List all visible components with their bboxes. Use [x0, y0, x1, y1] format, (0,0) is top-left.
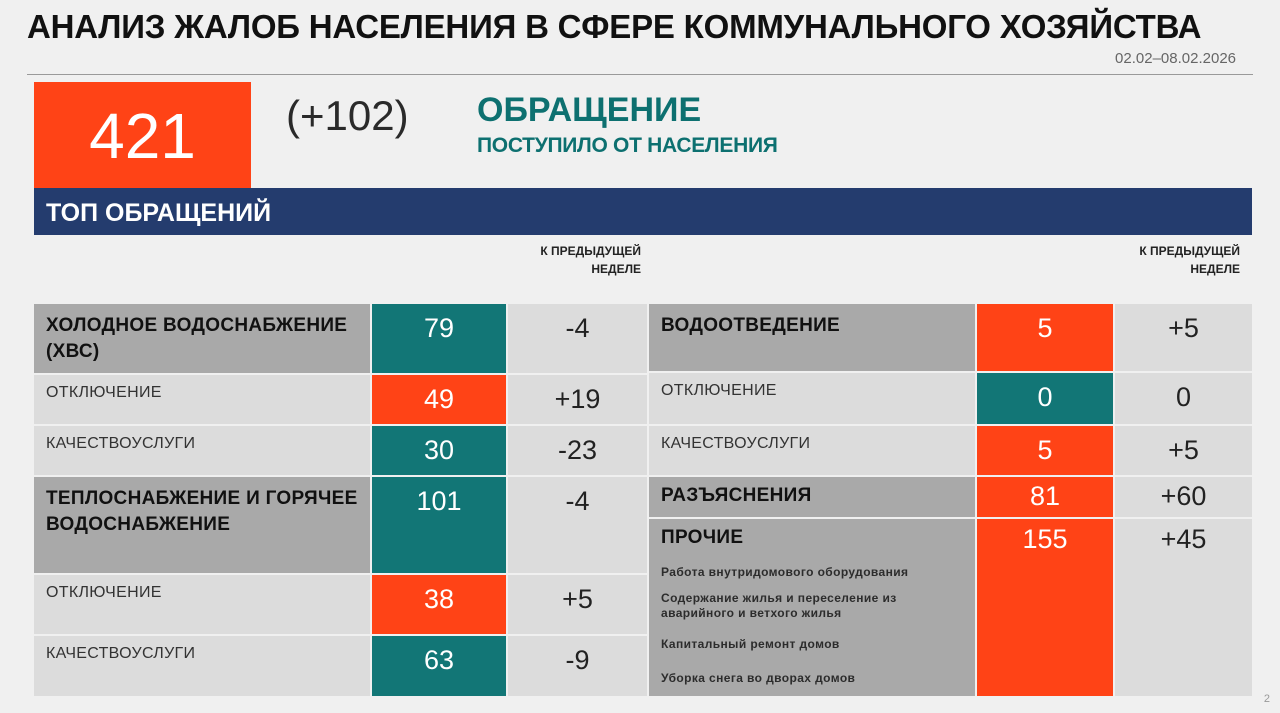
other-item: Капитальный ремонт домов — [661, 637, 840, 651]
sub-label-sewer-outage: ОТКЛЮЧЕНИЕ — [649, 373, 975, 424]
sub-change-sewer-quality: +5 — [1115, 426, 1252, 475]
date-range: 02.02–08.02.2026 — [1115, 50, 1236, 67]
category-label-heat-hot-water: ТЕПЛОСНАБЖЕНИЕ И ГОРЯЧЕЕ ВОДОСНАБЖЕНИЕ — [34, 477, 370, 573]
other-item: Работа внутридомового оборудования — [661, 565, 909, 579]
sub-change-heat-outage: +5 — [508, 575, 647, 634]
sub-label-sewer-quality: КАЧЕСТВОУСЛУГИ — [649, 426, 975, 475]
sub-value-heat-quality: 63 — [372, 636, 506, 696]
other-item: Содержание жилья и переселение из аварий… — [661, 591, 897, 620]
sub-label-cold-outage: ОТКЛЮЧЕНИЕ — [34, 375, 370, 424]
category-change-sewerage: +5 — [1115, 304, 1252, 371]
sub-change-cold-outage: +19 — [508, 375, 647, 424]
sub-change-sewer-outage: 0 — [1115, 373, 1252, 424]
top-requests-bar: ТОП ОБРАЩЕНИЙ — [34, 188, 1252, 235]
sub-value-cold-outage: 49 — [372, 375, 506, 424]
prev-week-header-line1: К ПРЕДЫДУЩЕЙ — [1139, 244, 1240, 258]
category-change-other: +45 — [1115, 519, 1252, 696]
title-divider — [27, 74, 1253, 75]
category-change-cold-water: -4 — [508, 304, 647, 373]
total-delta: (+102) — [286, 92, 409, 139]
category-label-cold-water: ХОЛОДНОЕ ВОДОСНАБЖЕНИЕ (ХВС) — [34, 304, 370, 373]
category-label-sewerage: ВОДООТВЕДЕНИЕ — [649, 304, 975, 371]
page-title: АНАЛИЗ ЖАЛОБ НАСЕЛЕНИЯ В СФЕРЕ КОММУНАЛЬ… — [27, 8, 1202, 45]
sub-value-heat-outage: 38 — [372, 575, 506, 634]
summary-heading: ОБРАЩЕНИЕ — [477, 91, 702, 129]
category-change-heat-hot-water: -4 — [508, 477, 647, 573]
prev-week-header-line2: НЕДЕЛЕ — [591, 262, 641, 276]
summary-subheading: ПОСТУПИЛО ОТ НАСЕЛЕНИЯ — [477, 134, 778, 157]
prev-week-header-left: К ПРЕДЫДУЩЕЙ НЕДЕЛЕ — [500, 242, 641, 278]
sub-label-cold-quality: КАЧЕСТВОУСЛУГИ — [34, 426, 370, 475]
category-value-heat-hot-water: 101 — [372, 477, 506, 573]
category-value-cold-water: 79 — [372, 304, 506, 373]
total-count-box: 421 — [34, 82, 251, 190]
sub-value-cold-quality: 30 — [372, 426, 506, 475]
sub-label-heat-outage: ОТКЛЮЧЕНИЕ — [34, 575, 370, 634]
sub-value-sewer-outage: 0 — [977, 373, 1113, 424]
category-label-explanations: РАЗЪЯСНЕНИЯ — [649, 477, 975, 517]
category-label-other: ПРОЧИЕ — [661, 527, 744, 548]
prev-week-header-right: К ПРЕДЫДУЩЕЙ НЕДЕЛЕ — [1100, 242, 1240, 278]
sub-value-sewer-quality: 5 — [977, 426, 1113, 475]
category-value-explanations: 81 — [977, 477, 1113, 517]
category-value-other: 155 — [977, 519, 1113, 696]
prev-week-header-line2: НЕДЕЛЕ — [1190, 262, 1240, 276]
prev-week-header-line1: К ПРЕДЫДУЩЕЙ — [540, 244, 641, 258]
category-change-explanations: +60 — [1115, 477, 1252, 517]
other-item: Уборка снега во дворах домов — [661, 671, 856, 685]
sub-label-heat-quality: КАЧЕСТВОУСЛУГИ — [34, 636, 370, 696]
sub-change-cold-quality: -23 — [508, 426, 647, 475]
page-number: 2 — [1263, 693, 1270, 705]
sub-change-heat-quality: -9 — [508, 636, 647, 696]
category-other: ПРОЧИЕ Работа внутридомового оборудовани… — [649, 519, 975, 696]
category-value-sewerage: 5 — [977, 304, 1113, 371]
